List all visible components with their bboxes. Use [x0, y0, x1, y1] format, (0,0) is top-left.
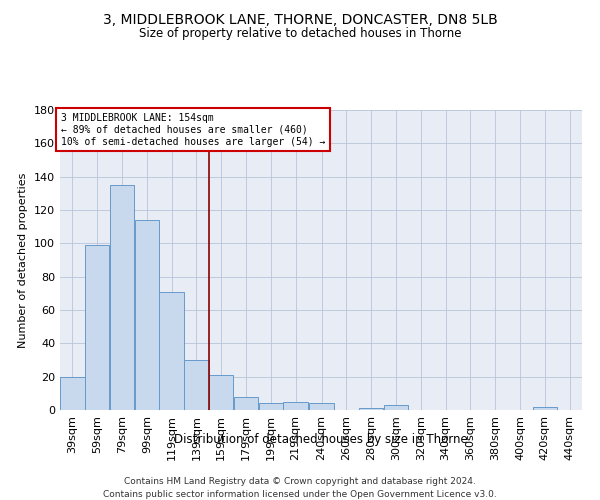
- Bar: [234, 396, 258, 410]
- Bar: [359, 408, 383, 410]
- Text: Contains HM Land Registry data © Crown copyright and database right 2024.: Contains HM Land Registry data © Crown c…: [124, 478, 476, 486]
- Bar: [60, 376, 85, 410]
- Bar: [310, 404, 334, 410]
- Bar: [110, 185, 134, 410]
- Text: Size of property relative to detached houses in Thorne: Size of property relative to detached ho…: [139, 28, 461, 40]
- Text: 3, MIDDLEBROOK LANE, THORNE, DONCASTER, DN8 5LB: 3, MIDDLEBROOK LANE, THORNE, DONCASTER, …: [103, 12, 497, 26]
- Text: 3 MIDDLEBROOK LANE: 154sqm
← 89% of detached houses are smaller (460)
10% of sem: 3 MIDDLEBROOK LANE: 154sqm ← 89% of deta…: [61, 114, 326, 146]
- Bar: [160, 292, 184, 410]
- Text: Contains public sector information licensed under the Open Government Licence v3: Contains public sector information licen…: [103, 490, 497, 499]
- Bar: [533, 406, 557, 410]
- Bar: [184, 360, 209, 410]
- Bar: [283, 402, 308, 410]
- Bar: [384, 405, 408, 410]
- Bar: [209, 375, 233, 410]
- Text: Distribution of detached houses by size in Thorne: Distribution of detached houses by size …: [174, 432, 468, 446]
- Y-axis label: Number of detached properties: Number of detached properties: [19, 172, 28, 348]
- Bar: [259, 404, 283, 410]
- Bar: [85, 245, 109, 410]
- Bar: [134, 220, 159, 410]
